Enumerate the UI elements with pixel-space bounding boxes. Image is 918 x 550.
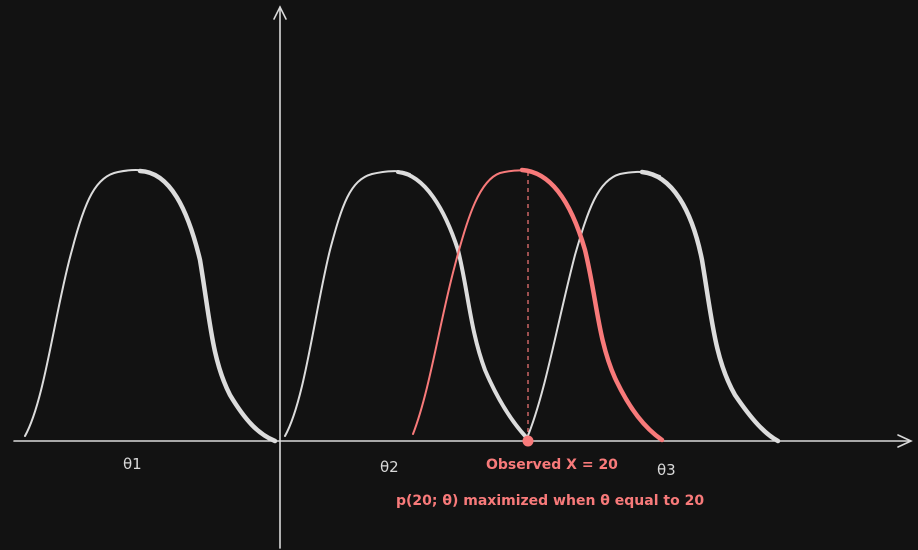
theta3-label: θ3 bbox=[657, 461, 676, 479]
theta2-curve bbox=[284, 170, 528, 439]
x-axis-arrow bbox=[897, 434, 913, 448]
observed-label: Observed X = 20 bbox=[486, 457, 618, 473]
observed-point bbox=[522, 435, 534, 447]
axes bbox=[13, 5, 913, 549]
y-axis-arrow bbox=[273, 5, 287, 20]
theta1-label: θ1 bbox=[123, 455, 142, 473]
theta1-curve bbox=[24, 168, 278, 444]
mle-curve bbox=[412, 167, 665, 443]
theta3-curve bbox=[526, 169, 781, 444]
caption-label: p(20; θ) maximized when θ equal to 20 bbox=[396, 493, 705, 509]
theta2-label: θ2 bbox=[380, 458, 399, 476]
